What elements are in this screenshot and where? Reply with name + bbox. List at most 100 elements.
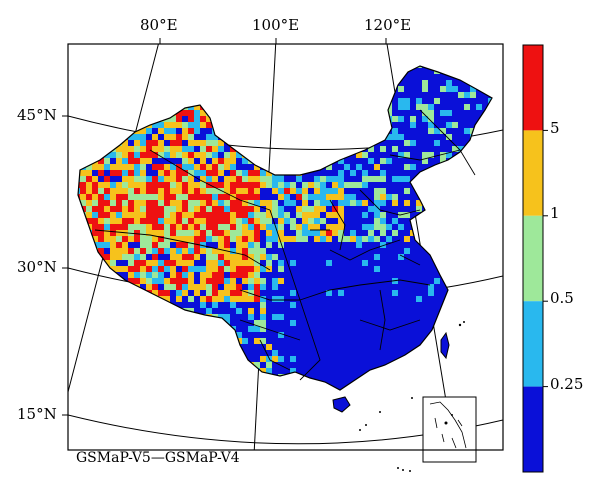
precip-cell bbox=[212, 266, 218, 272]
precip-cell bbox=[122, 242, 128, 248]
precip-cell bbox=[272, 182, 278, 188]
precip-cell bbox=[206, 152, 212, 158]
precip-cell bbox=[236, 66, 242, 68]
precip-cell bbox=[314, 128, 320, 134]
precip-cell bbox=[128, 66, 134, 68]
precip-cell bbox=[200, 230, 206, 236]
precip-cell bbox=[206, 320, 212, 326]
precip-cell bbox=[464, 92, 470, 98]
legend-tick-0-25: 0.25 bbox=[550, 375, 584, 393]
precip-cell bbox=[134, 110, 140, 116]
precip-cell bbox=[380, 86, 386, 92]
precip-cell bbox=[476, 152, 482, 158]
precip-cell bbox=[164, 110, 170, 116]
precip-cell bbox=[212, 170, 218, 176]
precip-cell bbox=[122, 164, 128, 170]
precip-cell bbox=[290, 224, 296, 230]
precip-cell bbox=[188, 200, 194, 206]
precip-cell bbox=[332, 182, 338, 188]
precip-cell bbox=[218, 68, 224, 74]
precip-cell bbox=[110, 134, 116, 140]
precip-cell bbox=[92, 344, 98, 350]
precip-cell bbox=[230, 296, 236, 302]
precip-cell bbox=[188, 266, 194, 272]
precip-cell bbox=[488, 86, 492, 92]
precip-cell bbox=[458, 212, 464, 218]
precip-cell bbox=[206, 116, 212, 122]
precip-cell bbox=[332, 212, 338, 218]
precip-cell bbox=[338, 212, 344, 218]
precip-cell bbox=[218, 66, 224, 68]
precip-cell bbox=[194, 188, 200, 194]
precip-cell bbox=[134, 158, 140, 164]
precip-cell bbox=[356, 152, 362, 158]
precip-cell bbox=[128, 158, 134, 164]
precip-cell bbox=[122, 284, 128, 290]
precip-cell bbox=[380, 158, 386, 164]
precip-cell bbox=[254, 260, 260, 266]
precip-cell bbox=[78, 140, 80, 146]
precip-cell bbox=[182, 248, 188, 254]
precip-cell bbox=[260, 338, 266, 344]
precip-cell bbox=[236, 242, 242, 248]
precip-cell bbox=[356, 236, 362, 242]
china-outline bbox=[77, 65, 493, 391]
precip-cell bbox=[308, 116, 314, 122]
precip-cell bbox=[242, 296, 248, 302]
precip-cell bbox=[176, 356, 182, 362]
precip-cell bbox=[86, 200, 92, 206]
precip-cell bbox=[104, 236, 110, 242]
precip-cell bbox=[98, 98, 104, 104]
precip-cell bbox=[230, 344, 236, 350]
precip-cell bbox=[182, 128, 188, 134]
precip-cell bbox=[218, 314, 224, 320]
precip-cell bbox=[272, 212, 278, 218]
precip-cell bbox=[116, 218, 122, 224]
precip-cell bbox=[296, 80, 302, 86]
precip-cell bbox=[152, 116, 158, 122]
precip-cell bbox=[122, 74, 128, 80]
precip-cell bbox=[80, 260, 86, 266]
precip-cell bbox=[200, 158, 206, 164]
precip-cell bbox=[332, 140, 338, 146]
precip-cell bbox=[248, 380, 254, 386]
precip-cell bbox=[320, 230, 326, 236]
precip-cell bbox=[260, 212, 266, 218]
precip-cell bbox=[80, 242, 86, 248]
precip-cell bbox=[344, 92, 350, 98]
precip-cell bbox=[86, 236, 92, 242]
precip-cell bbox=[152, 212, 158, 218]
precip-cell bbox=[428, 170, 434, 176]
precip-cell bbox=[78, 236, 80, 242]
precip-cell bbox=[122, 110, 128, 116]
precip-cell bbox=[104, 140, 110, 146]
precip-cell bbox=[122, 248, 128, 254]
precip-cell bbox=[224, 176, 230, 182]
precip-cell bbox=[78, 164, 80, 170]
precip-cell bbox=[86, 338, 92, 344]
precip-cell bbox=[230, 362, 236, 368]
precip-cell bbox=[398, 104, 404, 110]
precip-cell bbox=[176, 230, 182, 236]
precip-cell bbox=[140, 146, 146, 152]
precip-cell bbox=[218, 290, 224, 296]
legend-colorbar bbox=[522, 44, 548, 473]
precip-cell bbox=[122, 326, 128, 332]
precip-cell bbox=[356, 242, 362, 248]
precip-cell bbox=[248, 206, 254, 212]
precip-cell bbox=[146, 152, 152, 158]
precip-cell bbox=[224, 338, 230, 344]
precip-cell bbox=[242, 236, 248, 242]
precip-cell bbox=[260, 356, 266, 362]
precip-cell bbox=[488, 230, 492, 236]
precip-cell bbox=[236, 392, 242, 398]
precip-cell bbox=[488, 146, 492, 152]
precip-cell bbox=[194, 254, 200, 260]
precip-cell bbox=[446, 134, 452, 140]
precip-cell bbox=[80, 200, 86, 206]
precip-cell bbox=[206, 386, 212, 390]
precip-cell bbox=[374, 266, 380, 272]
precip-cell bbox=[78, 326, 80, 332]
precip-cell bbox=[206, 176, 212, 182]
